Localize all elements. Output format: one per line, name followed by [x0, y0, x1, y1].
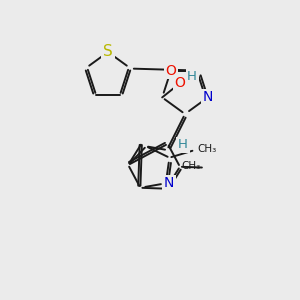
Text: H: H: [187, 70, 197, 83]
Text: H: H: [178, 139, 188, 152]
Text: N: N: [164, 176, 174, 190]
Text: CH₃: CH₃: [182, 160, 201, 171]
Text: O: O: [175, 76, 186, 90]
Text: S: S: [103, 44, 113, 59]
Text: N: N: [202, 90, 213, 104]
Text: CH₃: CH₃: [197, 144, 217, 154]
Text: O: O: [166, 64, 176, 78]
